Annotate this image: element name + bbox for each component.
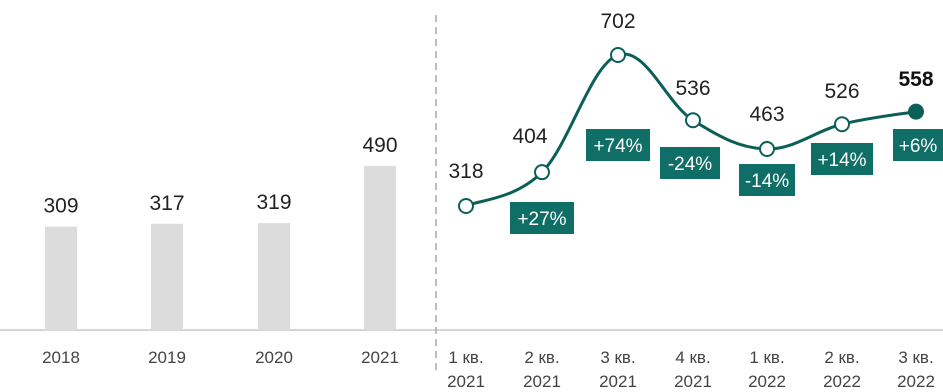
x-tick-label: 2021: [361, 348, 399, 367]
change-label: -14%: [745, 171, 789, 192]
change-label: +74%: [593, 136, 642, 157]
change-label: +27%: [517, 209, 566, 230]
bar-value-label: 309: [43, 194, 78, 217]
point-value-label: 702: [600, 10, 635, 33]
bar-value-label: 319: [256, 191, 291, 214]
point-marker: [834, 116, 850, 133]
point-marker: [908, 103, 924, 120]
change-label: -24%: [668, 154, 712, 175]
point-value-label: 536: [675, 77, 710, 100]
point-value-label: 318: [448, 160, 483, 183]
x-tick-label: 1 кв. 2021: [447, 348, 485, 391]
x-tick-label: 2 кв. 2021: [523, 348, 561, 391]
x-tick-label: 4 кв. 2021: [674, 348, 712, 391]
point-value-label: 463: [749, 103, 784, 126]
quarterly-line: +27% +74% -24% -14% +14% +6% 318 404 702 536 463 52…: [447, 10, 943, 391]
change-badge: [811, 143, 873, 175]
point-marker: [458, 198, 474, 214]
x-tick-label: 2 кв. 2022: [823, 348, 861, 391]
x-tick-label: 3 кв. 2021: [599, 348, 637, 391]
x-tick-label: 2020: [255, 348, 293, 367]
bar-value-label: 490: [362, 134, 397, 157]
point-marker: [534, 164, 550, 181]
bar-value-label: 317: [149, 192, 184, 215]
bar-2021: [364, 165, 396, 330]
point-marker: [759, 140, 775, 157]
x-tick-label: 1 кв. 2022: [748, 348, 786, 391]
point-marker: [610, 47, 626, 63]
x-tick-label: 2019: [148, 348, 186, 367]
change-label: +14%: [817, 150, 866, 171]
bar-2018: [45, 226, 77, 330]
annual-bars: 309 2018 317 2019 319 2020 490 2021: [42, 134, 399, 367]
x-tick-label: 2018: [42, 348, 80, 367]
change-badge: [510, 202, 574, 234]
point-value-label: 526: [824, 80, 859, 103]
point-value-label: 404: [512, 125, 547, 148]
change-badge: [739, 164, 795, 196]
change-badge: [893, 129, 943, 161]
point-marker: [685, 112, 701, 129]
change-badge: [660, 147, 720, 179]
change-label: +6%: [899, 136, 938, 157]
bar-2019: [151, 223, 183, 330]
change-badge: [586, 129, 650, 161]
bar-2020: [258, 223, 290, 330]
point-value-label: 558: [898, 68, 933, 91]
x-tick-label: 3 кв. 2022: [897, 348, 935, 391]
